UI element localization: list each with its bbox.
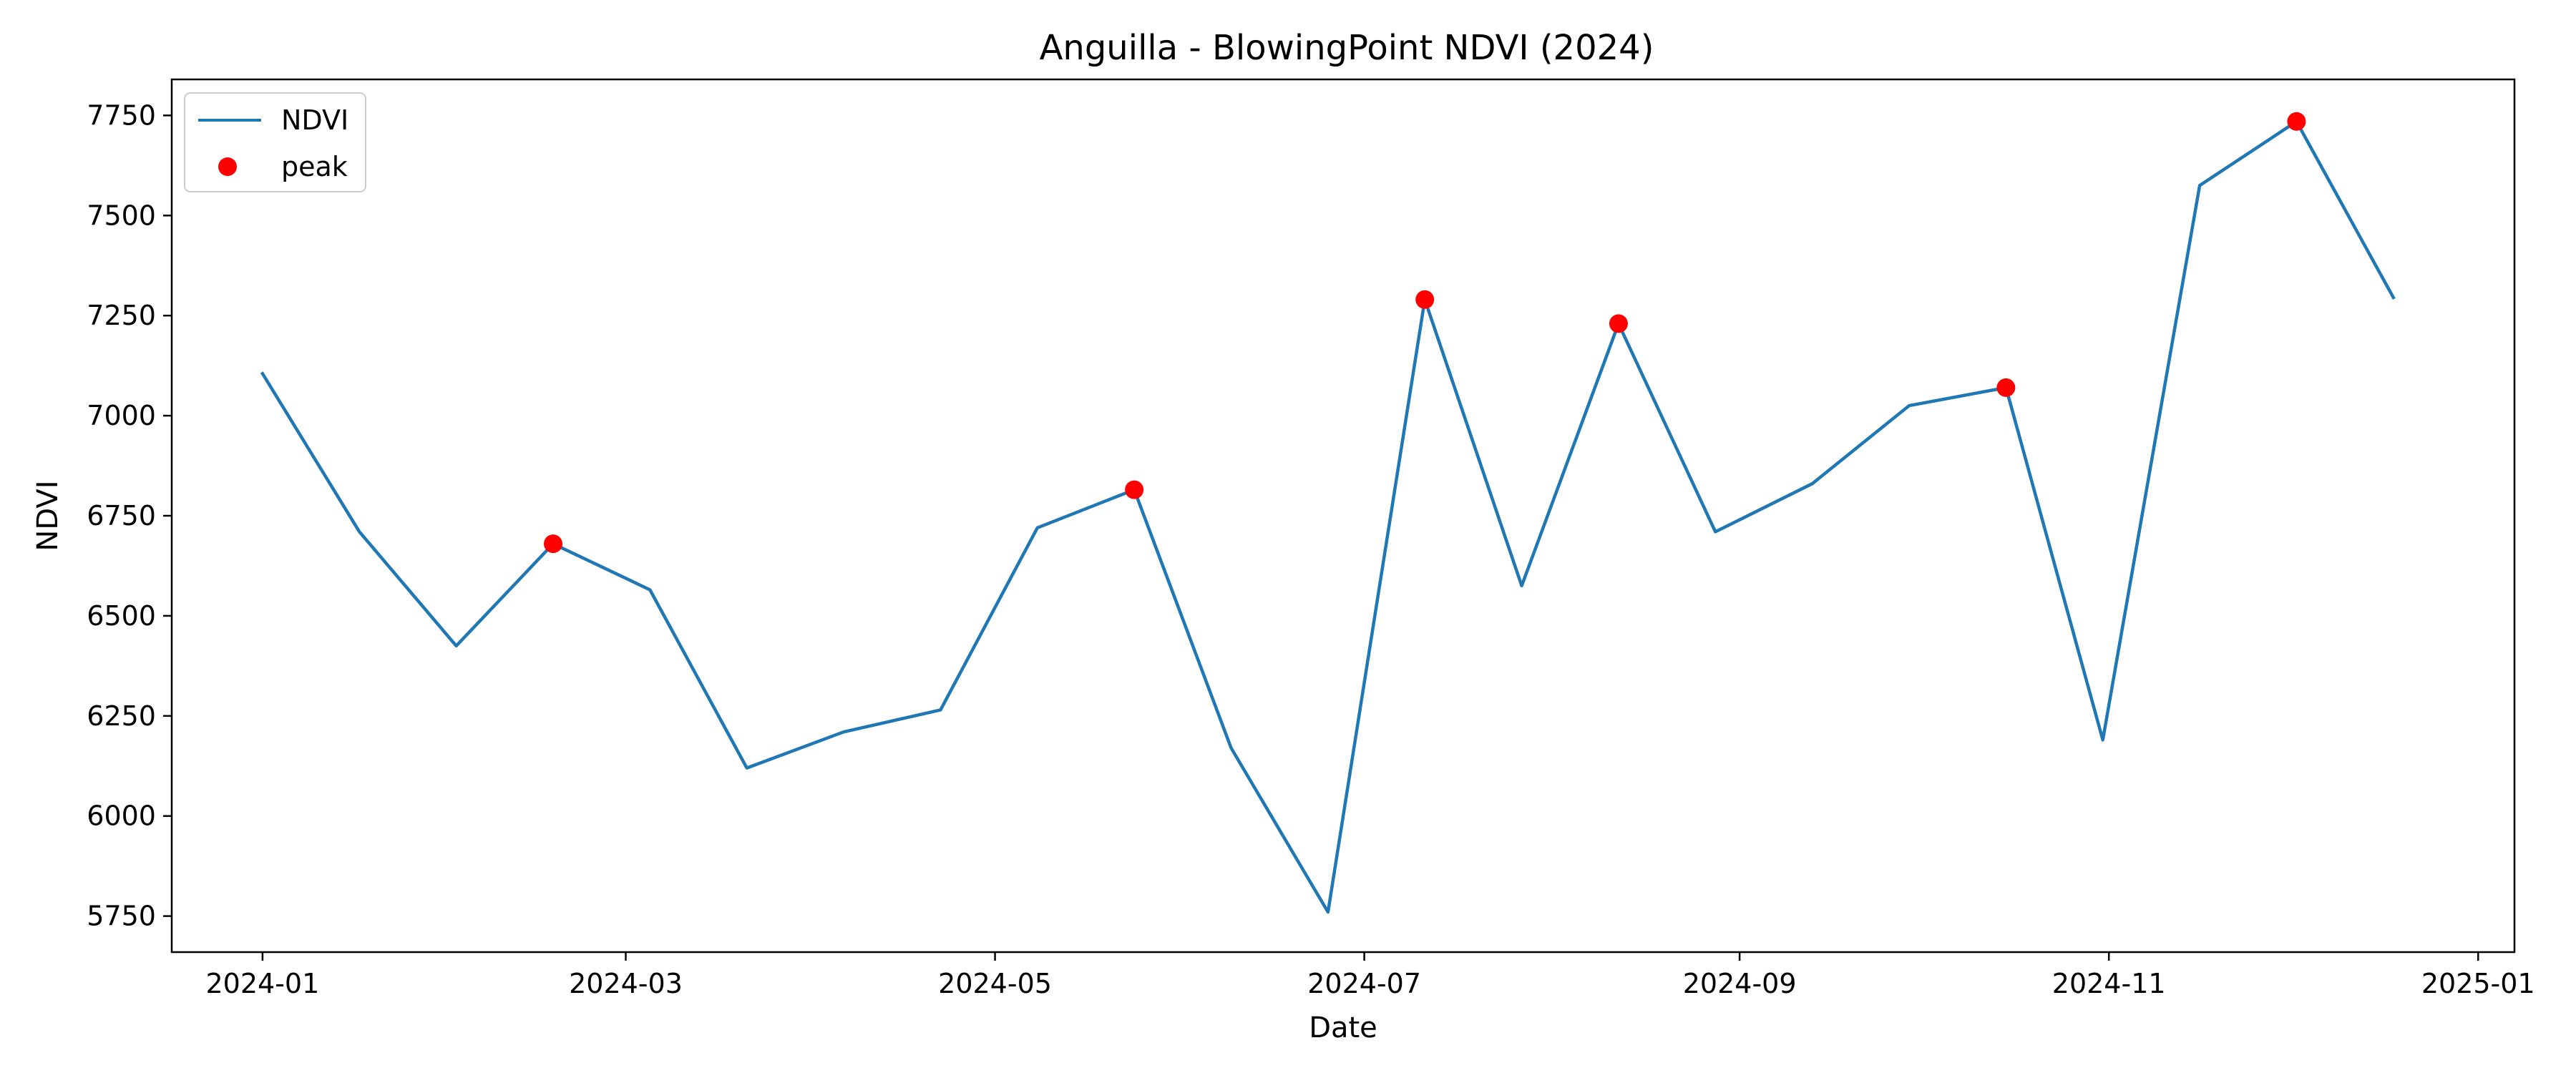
y-tick-label: 6250 bbox=[87, 700, 156, 732]
x-axis-label: Date bbox=[1309, 1011, 1377, 1044]
x-tick-label: 2024-05 bbox=[938, 968, 1052, 999]
x-tick-label: 2024-01 bbox=[206, 968, 320, 999]
x-axis-ticks: 2024-01 2024-03 2024-05 2024-07 2024-09 2024-… bbox=[206, 952, 2535, 999]
y-tick-label: 6000 bbox=[87, 800, 156, 832]
peak-point bbox=[1996, 378, 2016, 397]
y-tick-label: 7500 bbox=[87, 200, 156, 231]
x-tick-label: 2025-01 bbox=[2421, 968, 2535, 999]
peak-point bbox=[2287, 112, 2306, 131]
y-tick-label: 6750 bbox=[87, 500, 156, 531]
legend: NDVI peak bbox=[184, 92, 366, 192]
y-tick-label: 7000 bbox=[87, 400, 156, 431]
y-tick-label: 6500 bbox=[87, 600, 156, 632]
ndvi-series-line bbox=[260, 119, 2396, 914]
legend-peak-dot-swatch bbox=[218, 157, 237, 176]
y-axis-ticks: 5750 6000 6250 6500 6750 7000 7250 7500 7750 bbox=[87, 99, 172, 932]
x-tick-label: 2024-03 bbox=[569, 968, 683, 999]
y-axis-label: NDVI bbox=[31, 480, 64, 551]
chart-title: Anguilla - BlowingPoint NDVI (2024) bbox=[1040, 28, 1654, 68]
peak-point bbox=[1125, 480, 1144, 499]
legend-peak-label: peak bbox=[281, 151, 348, 182]
peak-point bbox=[543, 534, 562, 554]
y-tick-label: 7250 bbox=[87, 300, 156, 331]
y-tick-label: 7750 bbox=[87, 99, 156, 131]
y-tick-label: 5750 bbox=[87, 901, 156, 932]
x-tick-label: 2024-11 bbox=[2052, 968, 2166, 999]
x-tick-label: 2024-09 bbox=[1683, 968, 1797, 999]
legend-ndvi-label: NDVI bbox=[281, 104, 348, 136]
peak-point bbox=[1609, 314, 1628, 333]
series-layer bbox=[260, 112, 2396, 914]
peak-point bbox=[1415, 290, 1435, 309]
x-tick-label: 2024-07 bbox=[1307, 968, 1421, 999]
